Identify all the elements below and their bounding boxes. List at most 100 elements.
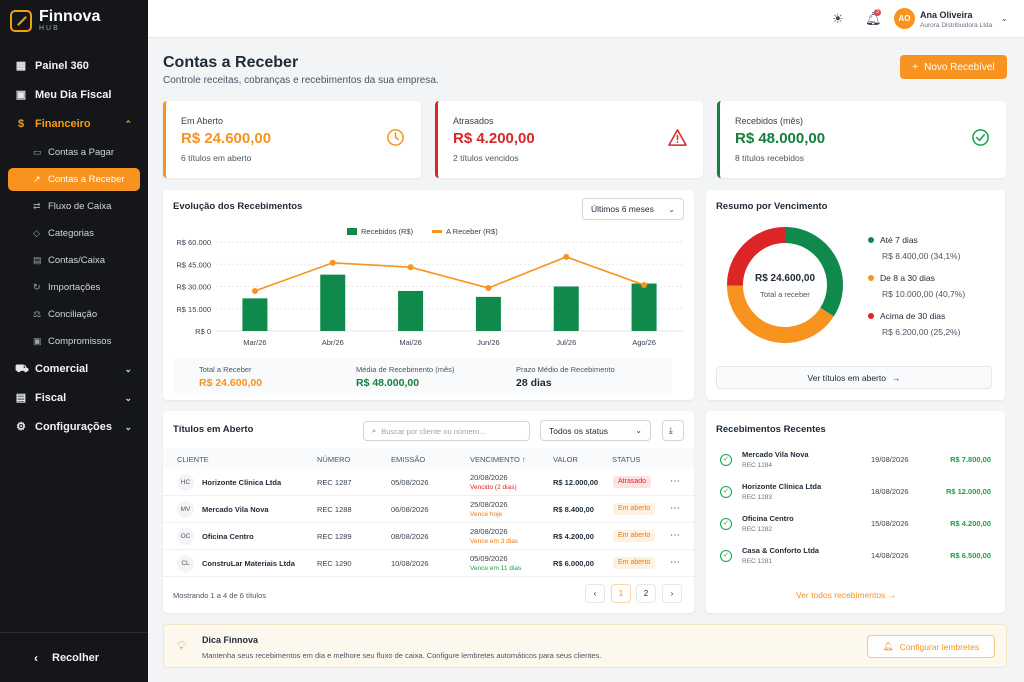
table-row[interactable]: CL ConstruLar Materiais Ltda REC 1290 10/08… xyxy=(163,550,694,577)
resumo-legend-value: R$ 8.400,00 (34,1%) xyxy=(882,251,961,261)
pager-prev-button[interactable]: ‹ xyxy=(585,584,605,603)
ver-todos-link[interactable]: Ver todos recebimentos → xyxy=(796,590,896,600)
card-icon: ▭ xyxy=(33,147,42,157)
arrows-icon: ⇄ xyxy=(33,201,41,211)
ver-titulos-button[interactable]: Ver títulos em aberto → xyxy=(716,366,992,389)
sidebar-sub-contas-receber[interactable]: ↗ Contas a Receber xyxy=(8,168,140,191)
kpi-value: R$ 4.200,00 xyxy=(453,130,535,147)
bar xyxy=(242,298,268,331)
collapse-button[interactable]: ‹ Recolher xyxy=(0,632,148,682)
configurar-lembretes-button[interactable]: 🔔︎ Configurar lembretes xyxy=(867,635,995,658)
sidebar-sub-categorias[interactable]: ◇ Categorias xyxy=(0,220,148,247)
status-badge: Em aberto xyxy=(613,557,656,569)
sidebar-item-fiscal[interactable]: ▤ Fiscal ⌄ xyxy=(0,384,148,412)
more-icon[interactable]: ⋯ xyxy=(670,530,680,541)
kpi-em-aberto: Em Aberto R$ 24.600,00 6 títulos em aber… xyxy=(163,101,421,178)
new-receivable-label: Novo Recebível xyxy=(924,61,995,73)
donut-center-label: Total a receber xyxy=(760,290,810,299)
cell-emissao: 05/08/2026 xyxy=(391,478,429,487)
x-tick-label: Mar/26 xyxy=(243,338,266,347)
th-valor[interactable]: VALOR xyxy=(553,455,578,464)
cell-vencimento: 20/08/2026 xyxy=(470,473,508,482)
list-item[interactable]: ✓ Mercado Vila Nova REC 1284 19/08/2026 R$ 7… xyxy=(706,447,1005,479)
more-icon[interactable]: ⋯ xyxy=(670,557,680,568)
kpi-label: Em Aberto xyxy=(181,116,224,126)
sidebar-sub-compromissos[interactable]: ▣ Compromissos xyxy=(0,328,148,355)
th-numero[interactable]: NÚMERO xyxy=(317,455,351,464)
sidebar-sub-fluxo-caixa[interactable]: ⇄ Fluxo de Caixa xyxy=(0,193,148,220)
sidebar: Finnova HUB ▦ Painel 360 ▣ Meu Dia Fiscal … xyxy=(0,0,148,682)
th-status[interactable]: STATUS xyxy=(612,455,641,464)
x-tick-label: Jul/26 xyxy=(556,338,576,347)
sidebar-sub-importacoes[interactable]: ↻ Importações xyxy=(0,274,148,301)
table-row[interactable]: HC Horizonte Clínica Ltda REC 1287 05/08/20… xyxy=(163,469,694,496)
sidebar-item-label: Painel 360 xyxy=(35,60,89,72)
line-point xyxy=(329,259,336,266)
sidebar-item-comercial[interactable]: ⛟ Comercial ⌄ xyxy=(0,355,148,383)
sidebar-item-configuracoes[interactable]: ⚙ Configurações ⌄ xyxy=(0,413,148,441)
period-select[interactable]: Últimos 6 meses ⌄ xyxy=(582,198,684,220)
th-cliente[interactable]: CLIENTE xyxy=(177,455,209,464)
kpi-recebidos: Recebidos (mês) R$ 48.000,00 8 títulos r… xyxy=(717,101,1006,178)
new-receivable-button[interactable]: + Novo Recebível xyxy=(900,55,1007,79)
cell-vencimento-note: Vencido (2 dias) xyxy=(470,484,517,491)
tag-icon: ◇ xyxy=(33,228,40,238)
download-button[interactable]: ⤓ xyxy=(662,420,684,441)
user-name[interactable]: Ana Oliveira xyxy=(920,10,973,20)
recent-date: 15/08/2026 xyxy=(871,519,909,528)
kpi-sub: 2 títulos vencidos xyxy=(453,153,519,163)
brand[interactable]: Finnova HUB xyxy=(10,9,100,32)
list-item[interactable]: ✓ Oficina Centro REC 1282 15/08/2026 R$ 4.20… xyxy=(706,511,1005,543)
cell-vencimento: 25/08/2026 xyxy=(470,500,508,509)
table-row[interactable]: OC Oficina Centro REC 1289 08/08/2026 28/08/… xyxy=(163,523,694,550)
stat-value: R$ 48.000,00 xyxy=(356,377,420,389)
warning-icon xyxy=(668,129,687,146)
status-select[interactable]: Todos os status ⌄ xyxy=(540,420,651,441)
more-icon[interactable]: ⋯ xyxy=(670,476,680,487)
cart-icon: ⛟ xyxy=(15,363,29,375)
bar xyxy=(553,286,579,331)
th-emissao[interactable]: EMISSÃO xyxy=(391,455,426,464)
sidebar-item-meu-dia[interactable]: ▣ Meu Dia Fiscal xyxy=(0,81,148,109)
evolucao-title: Evolução dos Recebimentos xyxy=(173,201,303,212)
bar xyxy=(320,274,346,331)
series-line xyxy=(254,255,645,292)
lightbulb-icon: 💡︎ xyxy=(177,638,187,653)
sidebar-item-financeiro[interactable]: $ Financeiro ⌃ xyxy=(0,110,148,138)
pager-page-1[interactable]: 1 xyxy=(611,584,631,603)
search-input[interactable]: ⌕ Buscar por cliente ou número... xyxy=(363,421,530,441)
cell-valor: R$ 4.200,00 xyxy=(553,532,594,541)
donut-center-value: R$ 24.600,00 xyxy=(754,273,816,284)
legend-a-receber: A Receber (R$) xyxy=(432,227,498,236)
check-circle-icon: ✓ xyxy=(720,454,732,466)
sidebar-item-label: Fiscal xyxy=(35,392,67,404)
stat-label: Total a Receber xyxy=(199,365,252,374)
pager-page-2[interactable]: 2 xyxy=(636,584,656,603)
avatar[interactable]: AO xyxy=(894,8,915,29)
sidebar-sub-conciliacao[interactable]: ⚖ Conciliação xyxy=(0,301,148,328)
list-item[interactable]: ✓ Horizonte Clínica Ltda REC 1283 18/08/202… xyxy=(706,479,1005,511)
check-circle-icon: ✓ xyxy=(720,518,732,530)
calendar-icon: ▣ xyxy=(15,89,27,101)
chevron-left-icon: ‹ xyxy=(34,650,38,665)
more-icon[interactable]: ⋯ xyxy=(670,503,680,514)
cell-vencimento: 28/08/2026 xyxy=(470,527,508,536)
th-vencimento[interactable]: VENCIMENTO ↑ xyxy=(470,455,526,464)
x-tick-label: Mai/26 xyxy=(399,338,422,347)
recentes-card: Recebimentos Recentes ✓ Mercado Vila Nova… xyxy=(706,411,1005,613)
resumo-legend-label: Acima de 30 dias xyxy=(880,311,946,321)
pager-next-button[interactable]: › xyxy=(662,584,682,603)
table-row[interactable]: MV Mercado Vila Nova REC 1288 06/08/2026 25/… xyxy=(163,496,694,523)
sidebar-sub-contas-caixa[interactable]: ▤ Contas/Caixa xyxy=(0,247,148,274)
chevron-down-icon[interactable]: ⌄ xyxy=(1001,14,1008,23)
sun-icon[interactable]: ☀ xyxy=(832,11,844,26)
kpi-value: R$ 24.600,00 xyxy=(181,130,272,147)
recent-name: Mercado Vila Nova xyxy=(742,450,809,459)
list-item[interactable]: ✓ Casa & Conforto Ltda REC 1281 14/08/2026 R… xyxy=(706,543,1005,575)
sidebar-sub-label: Contas a Receber xyxy=(48,174,125,185)
bar xyxy=(398,290,424,331)
sidebar-item-painel[interactable]: ▦ Painel 360 xyxy=(0,52,148,80)
resumo-card: Resumo por Vencimento R$ 24.600,00 Total… xyxy=(706,190,1005,400)
sidebar-sub-contas-pagar[interactable]: ▭ Contas a Pagar xyxy=(0,139,148,166)
chevron-down-icon: ⌄ xyxy=(124,392,132,403)
